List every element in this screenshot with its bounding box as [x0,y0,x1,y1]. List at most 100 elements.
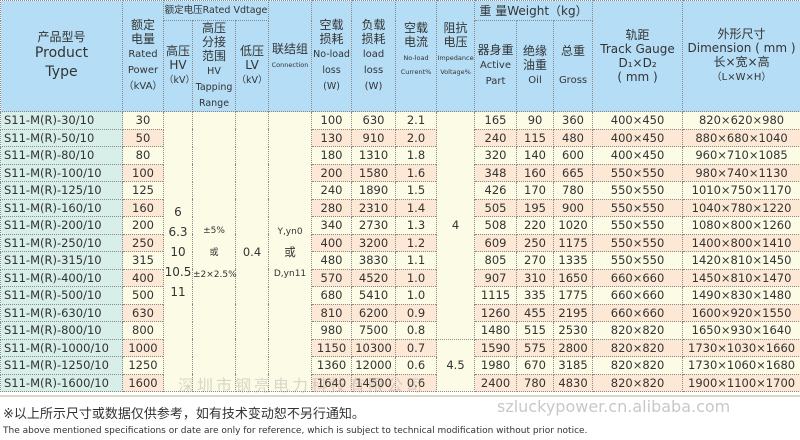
cell-load-loss: 12000 [351,356,397,375]
cell-noload-loss: 570 [311,268,353,287]
cell-product-type: S11-M(R)-800/10 [0,321,123,340]
cell-gross-weight: 480 [553,128,594,147]
cell-load-loss: 1890 [351,181,397,200]
table-row: S11-M(R)-630/10 630 810 6200 0.9 1260 455 2195 6… [0,303,800,322]
cell-product-type: S11-M(R)-315/10 [0,251,123,270]
cell-noload-current: 1.3 [395,216,438,235]
table-row: S11-M(R)-200/10 200 340 2730 1.3 508 220 1020 55… [0,216,800,235]
cell-oil-weight: 455 [516,303,555,322]
cell-load-loss: 3830 [351,251,397,270]
cell-noload-loss: 200 [311,163,353,182]
connection-value: 或 [284,244,296,259]
cell-track-gauge: 400×450 [592,128,684,147]
header-noload-loss: 空载 损耗 No-load loss (W) [311,0,353,112]
cell-rated-power: 50 [122,128,164,147]
cell-oil-weight: 575 [516,338,555,357]
table-row: S11-M(R)-1250/10 1250 1360 12000 0.6 1980 670 3… [0,356,800,375]
cell-oil-weight: 170 [516,181,555,200]
cell-hv: 6 6.3 10 10.5 11 [163,111,193,392]
hv-value: 6.3 [168,224,188,239]
cell-rated-power: 630 [122,303,164,322]
header-rated-power: 额定 电量 Rated Power （kVA） [122,0,164,112]
hv-value: 10.5 [164,264,192,279]
cell-noload-loss: 1150 [311,338,353,357]
table-row: S11-M(R)-80/10 80 180 1310 1.8 320 140 600 400×4… [0,146,800,165]
cell-dimension: 1490×830×1480 [682,286,800,305]
cell-dimension: 980×740×1130 [682,163,800,182]
cell-rated-power: 500 [122,286,164,305]
table-row: S11-M(R)-30/10 30 6 6.3 10 10.5 11 ±5% 或 ±2×2.5% 0… [0,111,800,392]
header-tapping-range: 高压 分接 范围 HV Tapping Range [192,20,236,112]
table-row: S11-M(R)-250/10 250 400 3200 1.2 609 250 1175 55… [0,233,800,252]
cell-rated-power: 200 [122,216,164,235]
cell-load-loss: 2730 [351,216,397,235]
cell-rated-power: 80 [122,146,164,165]
cell-product-type: S11-M(R)-400/10 [0,268,123,287]
cell-load-loss: 6200 [351,303,397,322]
cell-load-loss: 910 [351,128,397,147]
cell-active-part-weight: 609 [474,233,518,252]
table-row: S11-M(R)-315/10 315 480 3830 1.1 805 270 1335 55… [0,251,800,270]
cell-rated-power: 1600 [122,373,164,392]
header-connection: 联结组 Connection [268,0,313,112]
cell-oil-weight: 160 [516,163,555,182]
cell-gross-weight: 3185 [553,356,594,375]
cell-track-gauge: 550×550 [592,181,684,200]
cell-product-type: S11-M(R)-200/10 [0,216,123,235]
cell-oil-weight: 250 [516,233,555,252]
cell-load-loss: 14500 [351,373,397,392]
header-oil: 绝缘 油重 Oil [516,20,555,112]
header-dimension: 外形尺寸 Dimension ( mm ) 长×宽×高 （L×W×H） [682,0,800,112]
cell-gross-weight: 1020 [553,216,594,235]
header-track-gauge: 轨距 Track Gauge D₁×D₂( mm ) [592,0,684,112]
cell-active-part-weight: 1260 [474,303,518,322]
tap-value: ±2×2.5% [193,269,237,280]
cell-active-part-weight: 348 [474,163,518,182]
cell-track-gauge: 550×550 [592,216,684,235]
cell-noload-loss: 100 [311,111,353,130]
cell-load-loss: 1580 [351,163,397,182]
cell-gross-weight: 780 [553,181,594,200]
table-row: S11-M(R)-500/10 500 680 5410 1.0 1115 335 1775 6… [0,286,800,305]
cell-dimension: 1900×1100×1700 [682,373,800,392]
table-row: S11-M(R)-50/10 50 130 910 2.0 240 115 480 400×45… [0,128,800,147]
cell-track-gauge: 660×660 [592,268,684,287]
cell-noload-current: 2.1 [395,111,438,130]
cell-gross-weight: 1175 [553,233,594,252]
cell-product-type: S11-M(R)-30/10 [0,111,123,130]
hv-value: 6 [174,204,182,219]
header-load-loss: 负载 损耗 load loss (W) [351,0,397,112]
cell-load-loss: 1310 [351,146,397,165]
cell-noload-current: 0.7 [395,338,438,357]
cell-active-part-weight: 805 [474,251,518,270]
cell-load-loss: 3200 [351,233,397,252]
table-row: S11-M(R)-160/10 160 280 2310 1.4 505 195 900 550… [0,198,800,217]
cell-active-part-weight: 508 [474,216,518,235]
header-lv: 低压 LV （kV） [234,20,270,112]
cell-active-part-weight: 165 [474,111,518,130]
cell-dimension: 1730×1030×1660 [682,338,800,357]
cell-track-gauge: 820×820 [592,338,684,357]
cell-dimension: 1730×1060×1680 [682,356,800,375]
cell-rated-power: 400 [122,268,164,287]
table-row: S11-M(R)-800/10 800 980 7500 0.8 1480 515 2530 8… [0,321,800,340]
cell-track-gauge: 400×450 [592,111,684,130]
cell-product-type: S11-M(R)-500/10 [0,286,123,305]
cell-dimension: 880×680×1040 [682,128,800,147]
cell-track-gauge: 550×550 [592,198,684,217]
cell-product-type: S11-M(R)-250/10 [0,233,123,252]
cell-rated-power: 100 [122,163,164,182]
cell-oil-weight: 515 [516,321,555,340]
cell-dimension: 1400×800×1410 [682,233,800,252]
cell-noload-current: 0.8 [395,321,438,340]
cell-tapping-range: ±5% 或 ±2×2.5% [192,111,237,392]
cell-dimension: 1420×810×1450 [682,251,800,270]
cell-dimension: 1450×810×1470 [682,268,800,287]
cell-product-type: S11-M(R)-1000/10 [0,338,123,357]
cell-active-part-weight: 907 [474,268,518,287]
cell-noload-loss: 340 [311,216,353,235]
cell-rated-power: 160 [122,198,164,217]
cell-noload-current: 1.5 [395,181,438,200]
cell-rated-power: 800 [122,321,164,340]
cell-track-gauge: 820×820 [592,356,684,375]
